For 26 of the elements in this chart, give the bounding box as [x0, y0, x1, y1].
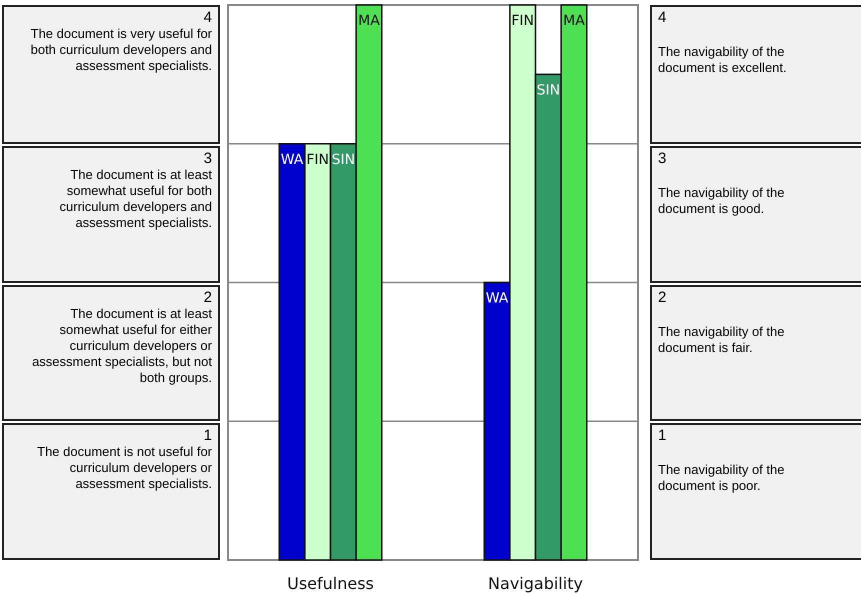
text: SIN [332, 152, 356, 168]
y2-tick-label: 2 [658, 288, 668, 306]
text: The document is at least somewhat useful for either curriculum developers or assessment specialists, but not both groups. [31, 306, 212, 386]
y-tick-label: 3 [202, 150, 212, 167]
series-label: WA [280, 152, 304, 168]
y-tick-label: 4 [202, 9, 212, 26]
series-label: SIN [536, 82, 560, 98]
y2-tick-label: 1 [658, 427, 668, 444]
y2-tick-label: 3 [658, 150, 668, 167]
text: MA [563, 13, 585, 29]
text: FIN [511, 13, 534, 29]
series-label: FIN [306, 152, 330, 168]
y-tick-label: 1 [202, 427, 212, 444]
text: WA [486, 290, 508, 306]
text: The navigability of the document is good. [658, 184, 786, 217]
text: The navigability of the document is excellent. [658, 44, 788, 76]
text: The document is very useful for both curriculum developers and assessment specialists. [30, 26, 212, 74]
text: The navigability of the document is poor. [658, 462, 786, 494]
series-label: MA [358, 13, 380, 29]
y2-tick-label: 4 [658, 9, 668, 26]
text: The navigability of the document is fair. [658, 324, 786, 356]
text: The document is not useful for curriculum developers or assessment specialists. [36, 444, 212, 492]
y-tick-label: 2 [202, 288, 212, 306]
x-tick-label: Usefulness [287, 574, 374, 593]
x-tick-label: Navigability [488, 574, 583, 593]
text: The document is at least somewhat useful for both curriculum developers and assessment specialists. [58, 166, 212, 231]
